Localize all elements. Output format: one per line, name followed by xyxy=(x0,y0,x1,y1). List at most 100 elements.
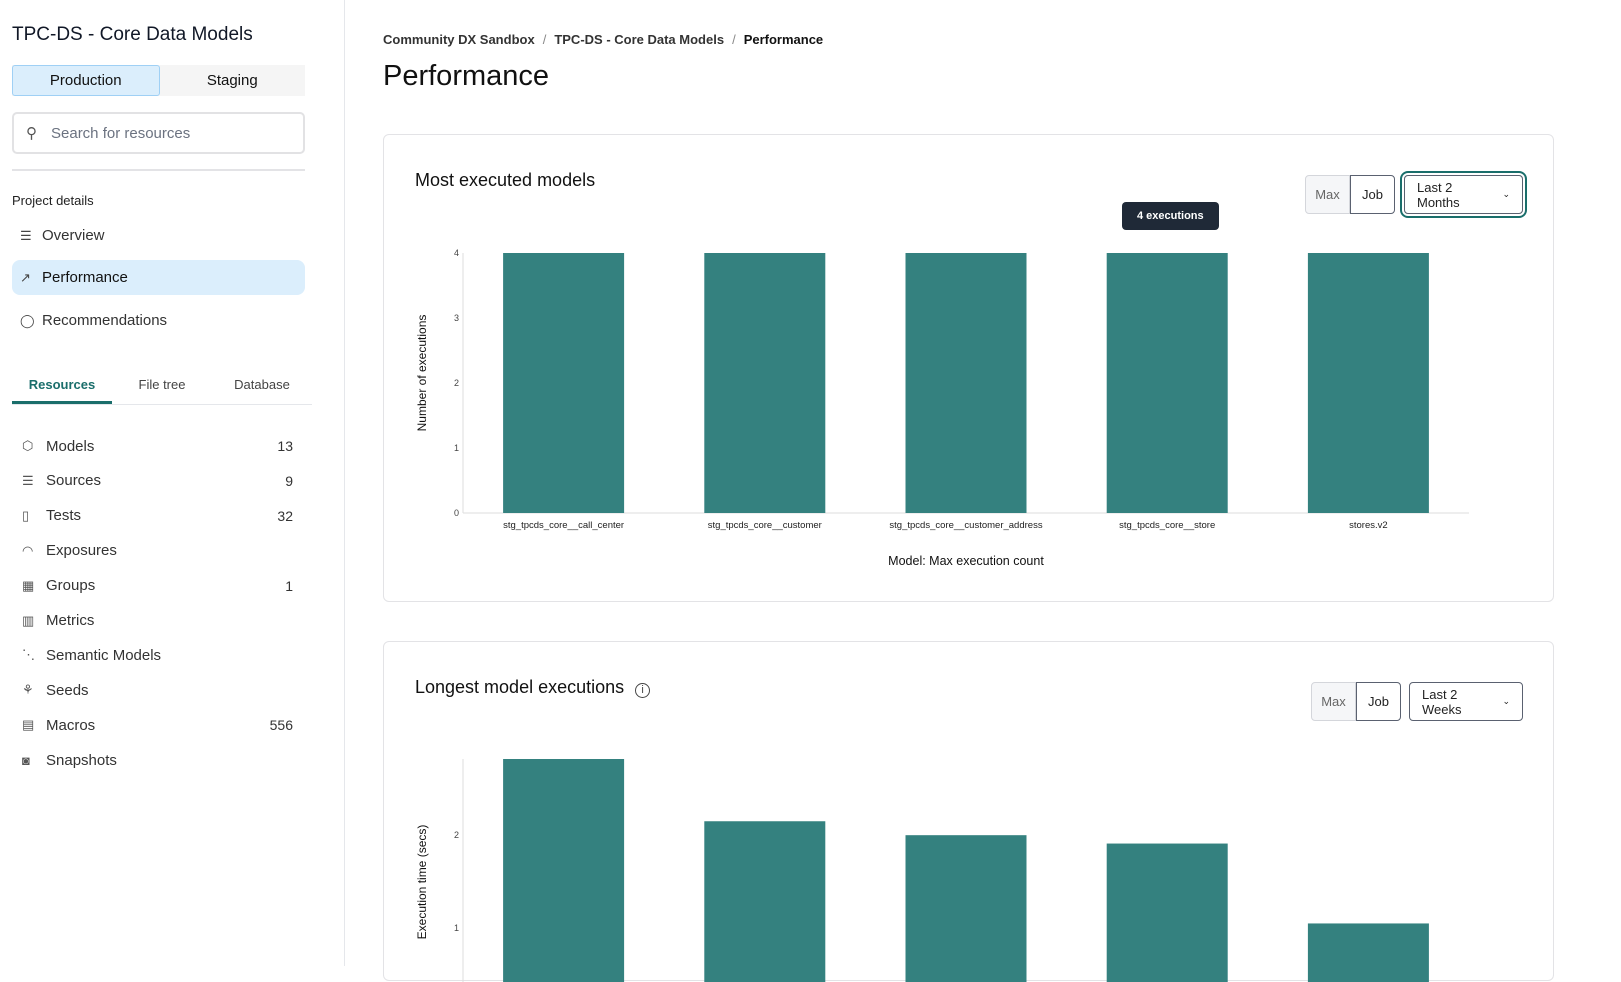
longest-executions-chart: 1 2 Execution time (secs) xyxy=(415,759,1429,982)
breadcrumb-current: Performance xyxy=(743,32,824,47)
most-executed-chart: stg_tpcds_core__call_center stg_tpcds_cor… xyxy=(415,248,1469,568)
file-icon: ▤ xyxy=(22,717,35,733)
chevron-down-icon: ⌄ xyxy=(1502,696,1510,706)
resource-exposures[interactable]: ◠ Exposures xyxy=(22,536,293,566)
breadcrumb: Community DX Sandbox / TPC-DS - Core Data… xyxy=(383,32,824,47)
toggle-max[interactable]: Max xyxy=(1311,682,1356,721)
x-tick-label: stg_tpcds_core__customer xyxy=(708,520,822,531)
bar xyxy=(905,835,1027,982)
card-title: Most executed models xyxy=(415,170,596,190)
resource-tests[interactable]: ▯ Tests 32 xyxy=(22,501,293,531)
range-value: Last 2 Months xyxy=(1417,179,1460,210)
y-axis-label: Number of executions xyxy=(415,315,429,432)
resource-count: 1 xyxy=(285,577,293,594)
resource-label: Groups xyxy=(46,577,96,595)
chevron-down-icon: ⌄ xyxy=(1502,189,1510,199)
chart-line-icon: ↗ xyxy=(20,269,31,285)
env-production[interactable]: Production xyxy=(12,65,160,96)
resource-macros[interactable]: ▤ Macros 556 xyxy=(22,710,293,740)
nav-overview[interactable]: ☰ Overview xyxy=(12,218,305,253)
y-tick-label: 1 xyxy=(454,923,459,933)
search-input[interactable]: ⚲ Search for resources xyxy=(12,112,305,154)
toggle-max[interactable]: Max xyxy=(1305,175,1350,214)
lightbulb-icon: ◯ xyxy=(20,312,35,328)
bar xyxy=(905,253,1027,513)
page-title: Performance xyxy=(383,60,550,92)
resource-seeds[interactable]: ⚘ Seeds xyxy=(22,675,293,705)
resource-label: Exposures xyxy=(46,542,117,560)
y-tick-label: 2 xyxy=(454,378,459,388)
resource-count: 32 xyxy=(277,507,293,524)
resource-count: 9 xyxy=(285,472,293,489)
x-axis-label: Model: Max execution count xyxy=(888,554,1044,568)
bar xyxy=(1307,253,1429,513)
gauge-icon: ◠ xyxy=(22,542,34,558)
max-job-toggle: Max Job xyxy=(1311,682,1401,721)
range-dropdown[interactable]: Last 2 Weeks ⌄ xyxy=(1409,682,1523,721)
bar-chart-icon: ▥ xyxy=(22,612,35,628)
bar-tooltip: 4 executions xyxy=(1122,202,1219,230)
sidebar: TPC-DS - Core Data Models Production Sta… xyxy=(0,0,345,966)
tab-file-tree[interactable]: File tree xyxy=(138,377,186,392)
resource-sources[interactable]: ☰ Sources 9 xyxy=(22,466,293,496)
resource-label: Metrics xyxy=(46,612,95,629)
environment-toggle: Production Staging xyxy=(12,65,305,96)
breadcrumb-item[interactable]: TPC-DS - Core Data Models xyxy=(554,32,725,47)
toggle-job[interactable]: Job xyxy=(1356,682,1401,721)
info-icon[interactable]: i xyxy=(635,683,651,698)
y-tick-label: 1 xyxy=(454,443,459,453)
longest-executions-card: 1 2 Execution time (secs) Longest model ex… xyxy=(383,641,1554,982)
card-title: Longest model executions i xyxy=(415,677,651,698)
camera-icon: ◙ xyxy=(22,752,30,768)
database-icon: ☰ xyxy=(22,472,34,488)
bar xyxy=(1307,923,1429,982)
project-details-label: Project details xyxy=(12,193,94,208)
x-tick-label: stores.v2 xyxy=(1349,520,1388,531)
resource-count: 556 xyxy=(269,717,293,734)
bar xyxy=(1106,253,1228,513)
y-tick-label: 2 xyxy=(454,830,459,840)
resource-label: Models xyxy=(46,437,95,455)
breadcrumb-item[interactable]: Community DX Sandbox xyxy=(383,32,535,47)
x-tick-label: stg_tpcds_core__store xyxy=(1119,520,1215,531)
grid-icon: ▦ xyxy=(22,577,35,593)
resource-label: Sources xyxy=(46,472,102,490)
resource-label: Semantic Models xyxy=(46,646,162,664)
bar xyxy=(1106,843,1228,982)
clipboard-icon: ▯ xyxy=(22,507,30,523)
range-value: Last 2 Weeks xyxy=(1422,686,1462,717)
x-tick-label: stg_tpcds_core__customer_address xyxy=(889,520,1042,531)
resource-groups[interactable]: ▦ Groups 1 xyxy=(22,571,293,601)
env-staging[interactable]: Staging xyxy=(206,72,258,89)
list-icon: ☰ xyxy=(20,227,32,243)
y-tick-label: 3 xyxy=(454,313,459,323)
range-dropdown[interactable]: Last 2 Months ⌄ xyxy=(1404,175,1523,214)
resource-label: Tests xyxy=(46,507,82,525)
resource-label: Macros xyxy=(46,716,96,734)
divider xyxy=(12,169,305,171)
card-title-text: Longest model executions xyxy=(415,677,625,697)
search-placeholder: Search for resources xyxy=(51,124,191,142)
resource-semantic-models[interactable]: ⋱ Semantic Models xyxy=(22,640,293,670)
max-job-toggle: Max Job xyxy=(1305,175,1395,214)
x-tick-label: stg_tpcds_core__call_center xyxy=(503,520,624,531)
y-tick-label: 4 xyxy=(454,248,459,258)
bar xyxy=(503,253,625,513)
resource-metrics[interactable]: ▥ Metrics xyxy=(22,606,293,636)
bar xyxy=(704,253,826,513)
bar xyxy=(503,759,625,982)
nav-performance[interactable]: ↗ Performance xyxy=(12,260,305,295)
resource-label: Snapshots xyxy=(46,751,117,769)
tab-resources[interactable]: Resources xyxy=(12,368,112,404)
tab-database[interactable]: Database xyxy=(234,377,290,392)
nav-label: Overview xyxy=(42,227,105,244)
resource-models[interactable]: ⬡ Models 13 xyxy=(22,431,293,461)
toggle-job[interactable]: Job xyxy=(1350,175,1395,214)
project-title: TPC-DS - Core Data Models xyxy=(12,24,253,45)
bar xyxy=(704,821,826,982)
y-axis-label: Execution time (secs) xyxy=(415,825,429,940)
resource-snapshots[interactable]: ◙ Snapshots xyxy=(22,745,293,775)
seedling-icon: ⚘ xyxy=(22,682,34,698)
nav-recommendations[interactable]: ◯ Recommendations xyxy=(12,303,305,338)
resource-tabs: Resources File tree Database xyxy=(12,368,312,405)
